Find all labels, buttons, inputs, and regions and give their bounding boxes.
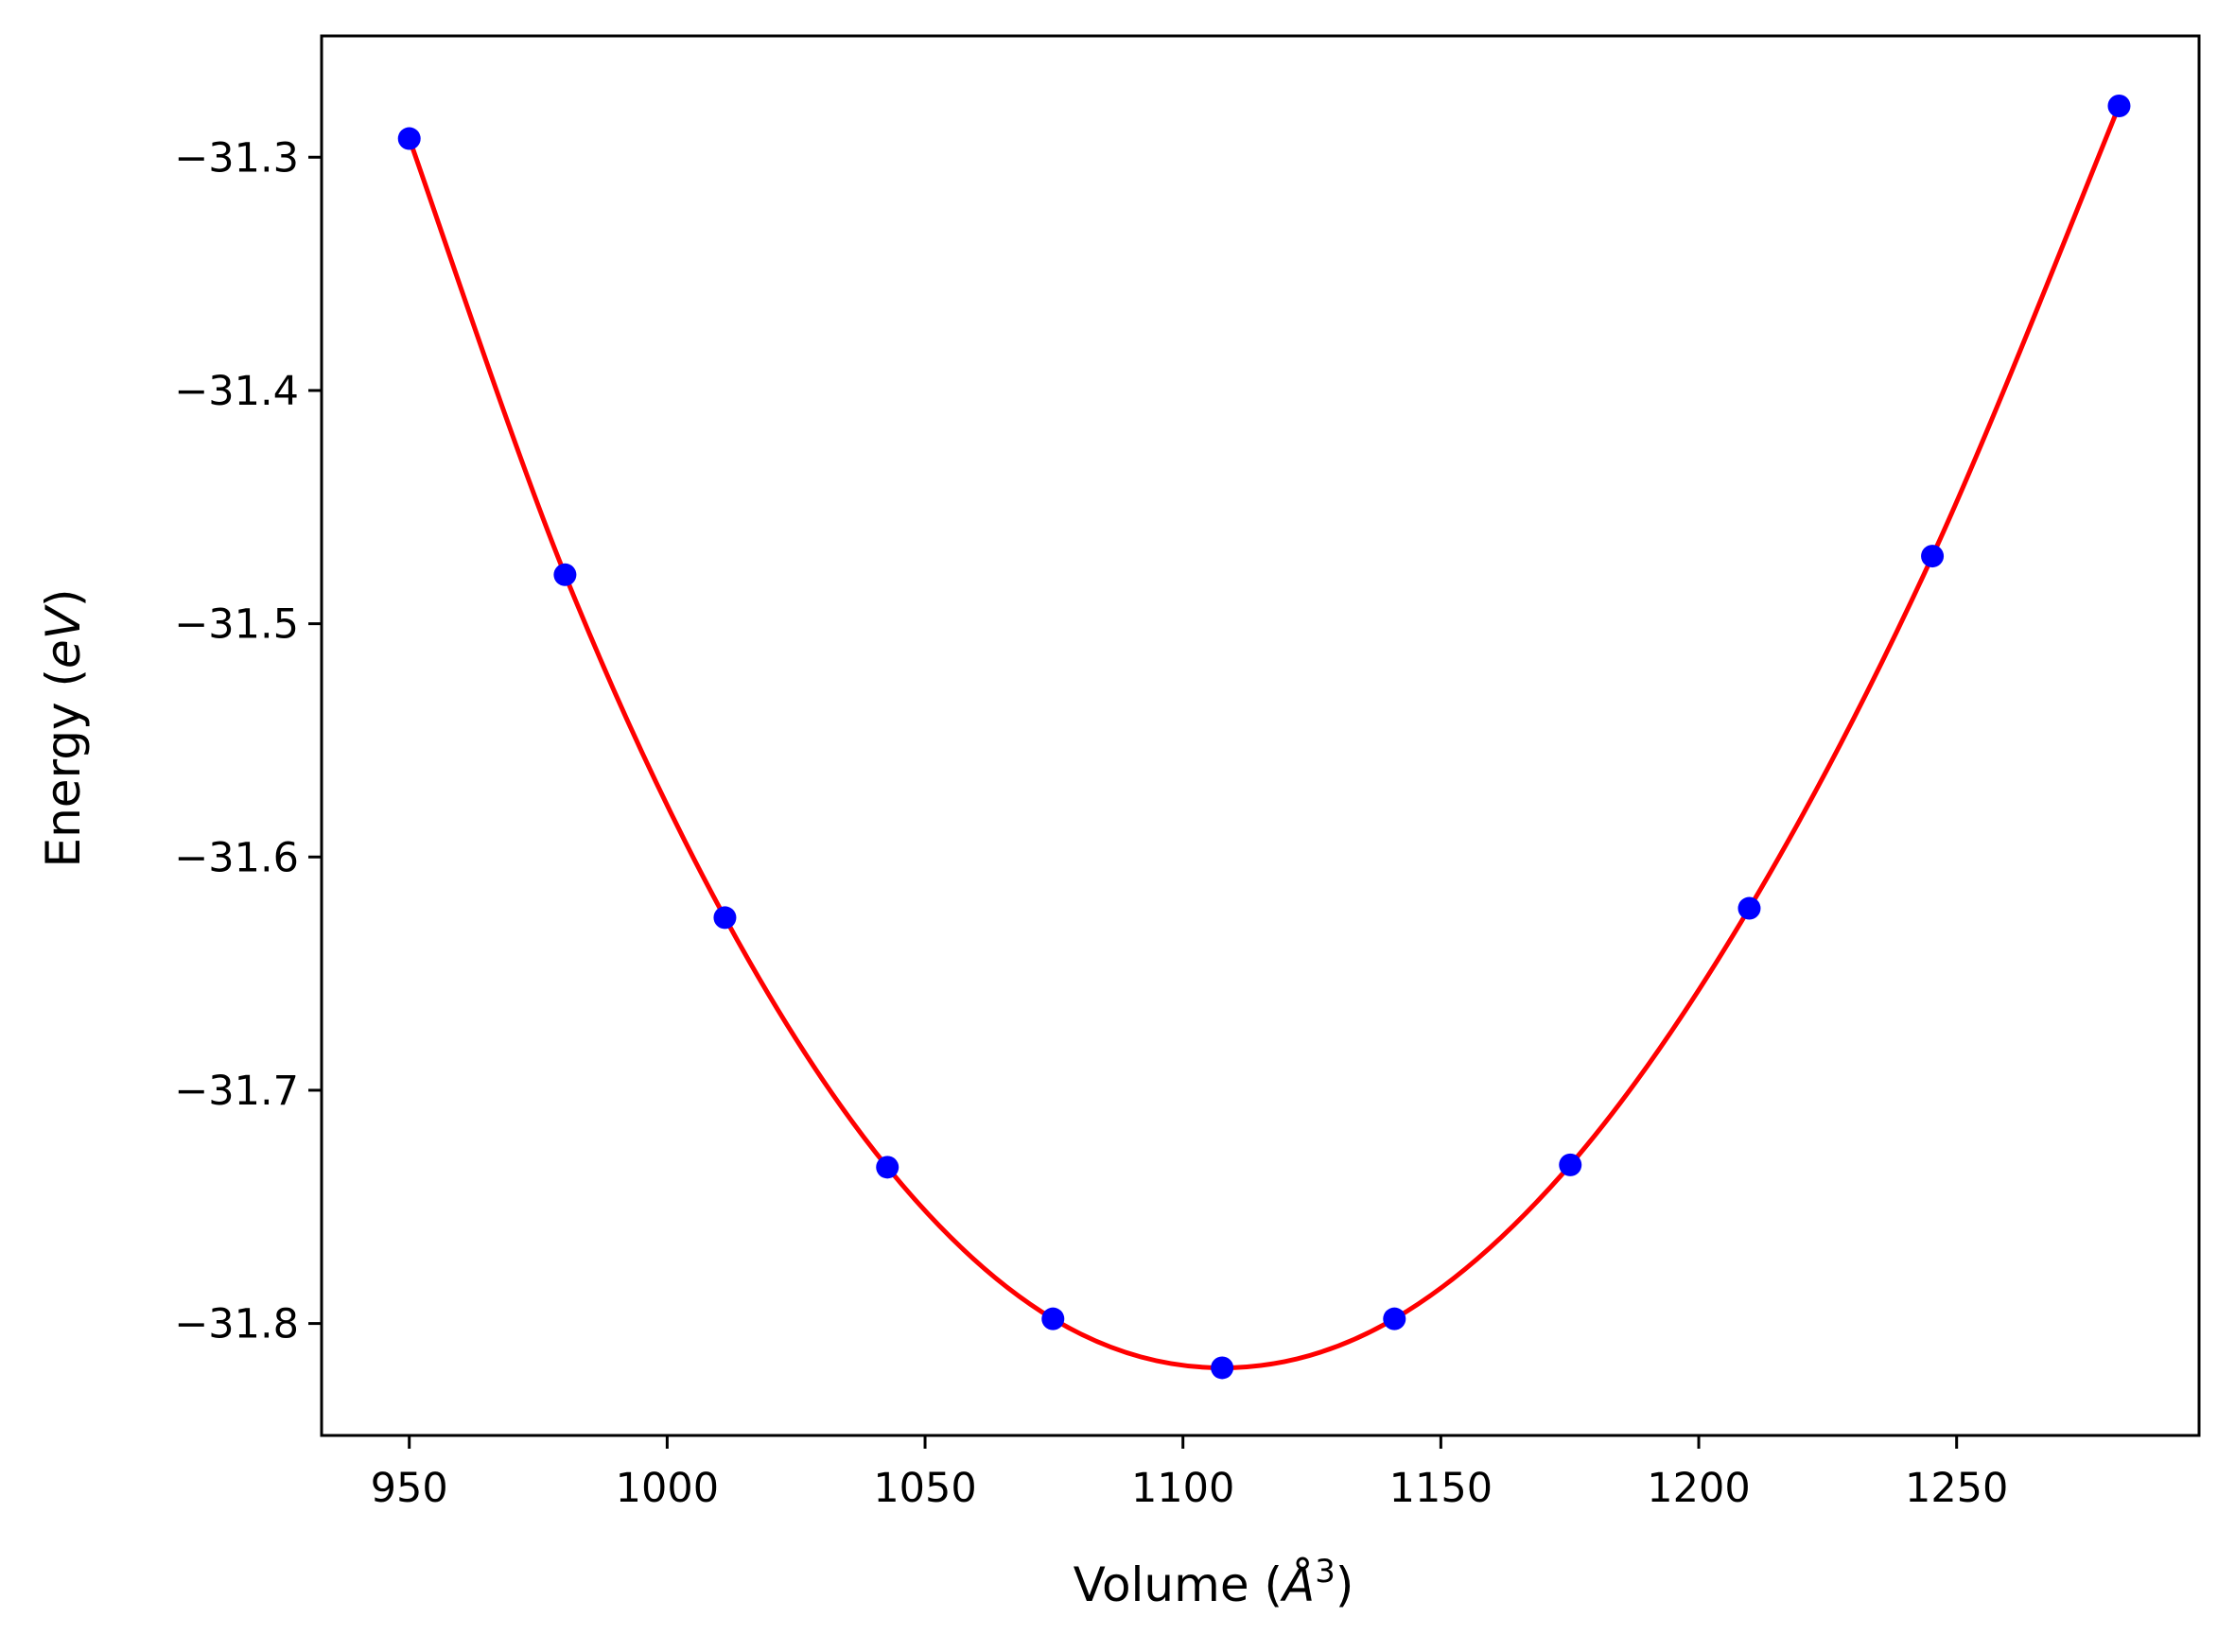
y-tick-label: −31.8 (174, 1301, 299, 1348)
y-axis-label-text: Energy (36, 702, 91, 867)
data-point (553, 563, 577, 586)
x-axis-unit-open: ( (1249, 1557, 1283, 1612)
data-point (2107, 95, 2131, 117)
x-axis-label: Volume (Å3) (1074, 1553, 1354, 1612)
x-tick-label: 1100 (1131, 1465, 1234, 1512)
data-point (1041, 1307, 1065, 1330)
plot-area-frame (320, 34, 2201, 1437)
x-tick-label: 1050 (873, 1465, 976, 1512)
y-tick-label: −31.6 (174, 834, 299, 881)
data-points-layer (397, 95, 2131, 1380)
y-axis-unit: eV (36, 603, 91, 669)
y-tick-label: −31.7 (174, 1068, 299, 1115)
data-point (397, 127, 421, 150)
x-axis-unit-exponent: 3 (1315, 1553, 1336, 1591)
y-axis-ticks: −31.3 −31.4 −31.5 −31.6 −31.7 −31.8 (174, 134, 322, 1348)
data-point (1559, 1153, 1582, 1176)
y-tick-label: −31.4 (174, 368, 299, 415)
x-axis-ticks: 950 1000 1050 1100 1150 1200 1250 (371, 1435, 2008, 1512)
x-tick-label: 1200 (1647, 1465, 1750, 1512)
y-tick-label: −31.5 (174, 601, 299, 649)
y-tick-label: −31.3 (174, 134, 299, 182)
x-tick-label: 1250 (1905, 1465, 2008, 1512)
data-point (1921, 545, 1945, 568)
x-tick-label: 950 (371, 1465, 448, 1512)
data-point (876, 1156, 899, 1179)
x-tick-label: 1000 (616, 1465, 719, 1512)
y-axis-label: Energy (eV) (36, 589, 91, 868)
x-axis-unit-close: ) (1336, 1557, 1354, 1612)
y-axis-unit-open: ( (36, 669, 91, 702)
data-point (1383, 1307, 1406, 1330)
data-point (713, 906, 737, 930)
x-axis-unit: Å (1280, 1557, 1315, 1612)
y-axis-unit-close: ) (36, 589, 91, 608)
data-point (1737, 896, 1761, 920)
data-point (1211, 1356, 1234, 1380)
x-axis-label-text: Volume (1074, 1557, 1249, 1612)
x-tick-label: 1150 (1389, 1465, 1493, 1512)
